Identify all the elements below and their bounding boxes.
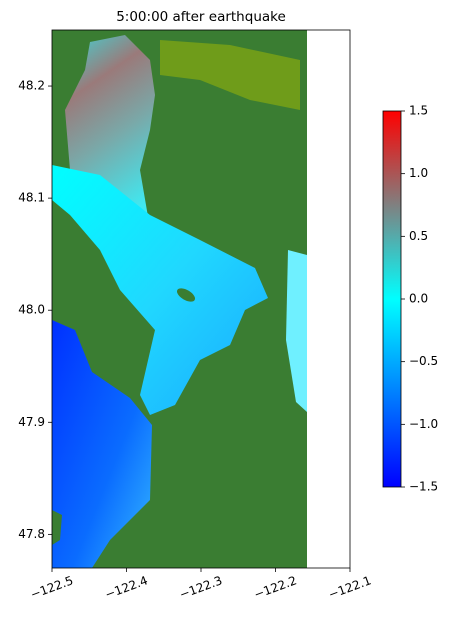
- colorbar-tick-label: 0.5: [409, 229, 428, 243]
- x-tick-label: −122.3: [178, 573, 225, 601]
- x-tick-label: −122.5: [29, 573, 76, 601]
- y-tick-label: 48.0: [18, 303, 45, 317]
- colorbar-tick-label: 1.5: [409, 104, 428, 118]
- x-tick-label: −122.2: [252, 573, 299, 601]
- map-image: [52, 30, 307, 568]
- y-tick-label: 48.1: [18, 191, 45, 205]
- x-tick-label: −122.1: [327, 573, 374, 601]
- colorbar-tick-label: −1.0: [409, 417, 438, 431]
- colorbar-tick-label: 1.0: [409, 166, 428, 180]
- y-tick-label: 48.2: [18, 79, 45, 93]
- colorbar: [382, 110, 402, 488]
- colorbar-tick-label: −0.5: [409, 354, 438, 368]
- x-tick-label: −122.4: [103, 573, 150, 601]
- colorbar-tick-label: 0.0: [409, 292, 428, 306]
- y-tick-label: 47.8: [18, 527, 45, 541]
- y-tick-label: 47.9: [18, 415, 45, 429]
- colorbar-tick-label: −1.5: [409, 480, 438, 494]
- chart-title: 5:00:00 after earthquake: [116, 9, 286, 25]
